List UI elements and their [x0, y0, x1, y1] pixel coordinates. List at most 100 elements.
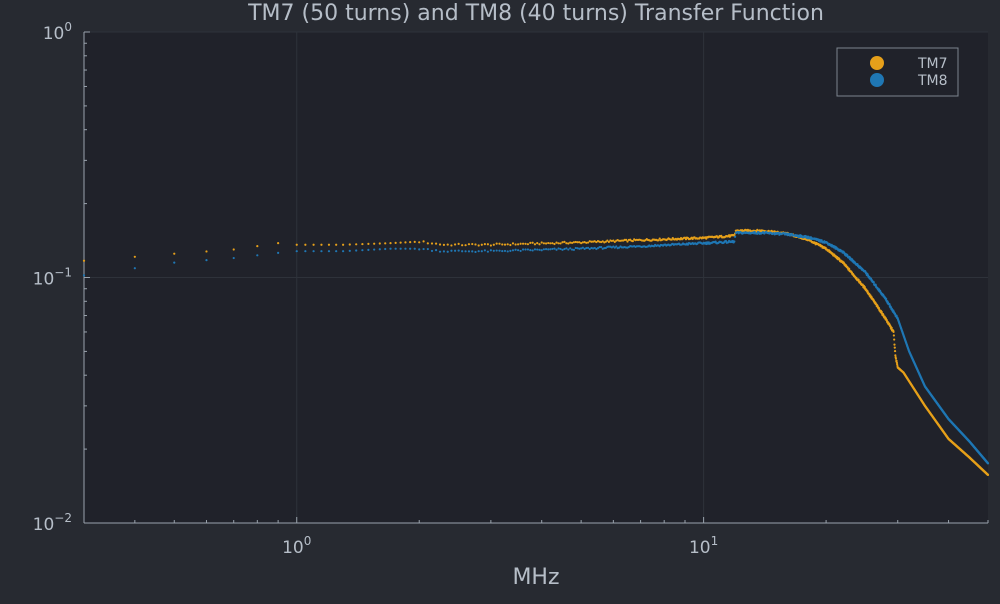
data-point	[511, 242, 515, 245]
data-point	[561, 241, 564, 244]
data-point	[384, 242, 387, 245]
data-point	[591, 240, 595, 243]
data-point	[492, 249, 495, 252]
data-point	[517, 243, 520, 246]
data-point	[320, 250, 323, 253]
data-point	[457, 242, 460, 245]
data-point	[277, 242, 280, 245]
data-point	[890, 306, 893, 309]
data-point	[555, 248, 558, 251]
data-point	[464, 244, 467, 247]
legend-label-tm8: TM8	[917, 73, 948, 89]
data-point	[133, 255, 136, 258]
data-point	[529, 249, 532, 252]
y-tick-label: 10−1	[33, 266, 72, 290]
data-point	[422, 240, 425, 243]
data-point	[595, 240, 598, 244]
data-point	[304, 250, 307, 253]
data-point	[658, 237, 661, 240]
data-point	[327, 250, 331, 253]
data-point	[572, 241, 576, 244]
data-point	[565, 247, 568, 250]
data-point	[467, 250, 471, 253]
data-point	[232, 256, 235, 260]
data-point	[480, 250, 483, 253]
data-point	[509, 249, 512, 252]
data-point	[474, 250, 477, 254]
data-point	[394, 241, 397, 244]
data-point	[885, 297, 888, 301]
data-point	[495, 249, 498, 252]
data-point	[892, 330, 895, 334]
data-point	[538, 248, 541, 251]
data-point	[604, 240, 607, 243]
data-point	[509, 243, 512, 247]
data-point	[430, 249, 434, 253]
data-point	[590, 246, 593, 250]
data-point	[893, 349, 897, 353]
data-point	[389, 242, 392, 245]
data-point	[565, 242, 568, 245]
data-point	[342, 243, 345, 246]
data-point	[335, 250, 338, 253]
data-point	[378, 248, 381, 251]
series-tm8	[82, 230, 990, 465]
data-point	[506, 243, 509, 246]
data-point	[593, 240, 596, 243]
data-point	[576, 247, 579, 250]
data-point	[874, 284, 877, 287]
data-point	[526, 243, 530, 246]
data-point	[394, 247, 397, 250]
data-point	[563, 240, 566, 243]
data-point	[442, 243, 446, 246]
data-point	[555, 241, 558, 244]
data-point	[893, 346, 896, 349]
data-point	[348, 243, 351, 246]
data-point	[477, 244, 480, 247]
data-point	[895, 361, 898, 364]
data-point	[471, 250, 474, 253]
data-point	[173, 261, 176, 264]
legend-marker-tm7	[870, 56, 884, 70]
data-point	[895, 359, 898, 362]
data-point	[409, 241, 412, 244]
data-point	[866, 290, 869, 293]
data-point	[409, 247, 412, 250]
data-point	[600, 245, 603, 249]
data-point	[606, 239, 609, 242]
legend-marker-tm8	[870, 73, 884, 87]
data-point	[277, 251, 280, 254]
y-tick-label: 100	[43, 20, 72, 44]
data-point	[542, 242, 546, 245]
data-point	[404, 247, 407, 250]
data-point	[483, 249, 486, 252]
data-point	[561, 248, 564, 251]
data-point	[489, 244, 492, 247]
data-point	[361, 249, 364, 252]
data-point	[426, 242, 429, 245]
data-point	[578, 241, 581, 244]
data-point	[559, 242, 562, 245]
data-point	[422, 247, 425, 251]
data-point	[461, 250, 464, 253]
data-point	[574, 240, 577, 244]
data-point	[581, 241, 584, 244]
data-point	[585, 241, 588, 244]
data-point	[684, 238, 688, 241]
data-point	[384, 247, 387, 251]
data-point	[501, 243, 504, 246]
data-point	[724, 240, 728, 243]
data-point	[205, 250, 208, 253]
data-point	[544, 248, 548, 251]
data-point	[434, 249, 438, 252]
data-point	[536, 242, 539, 245]
data-point	[569, 241, 572, 244]
data-point	[593, 246, 596, 250]
chart-title: TM7 (50 turns) and TM8 (40 turns) Transf…	[247, 1, 824, 26]
data-point	[578, 247, 581, 250]
data-point	[467, 243, 471, 246]
data-point	[848, 268, 851, 271]
data-point	[670, 238, 673, 241]
data-point	[557, 247, 560, 250]
